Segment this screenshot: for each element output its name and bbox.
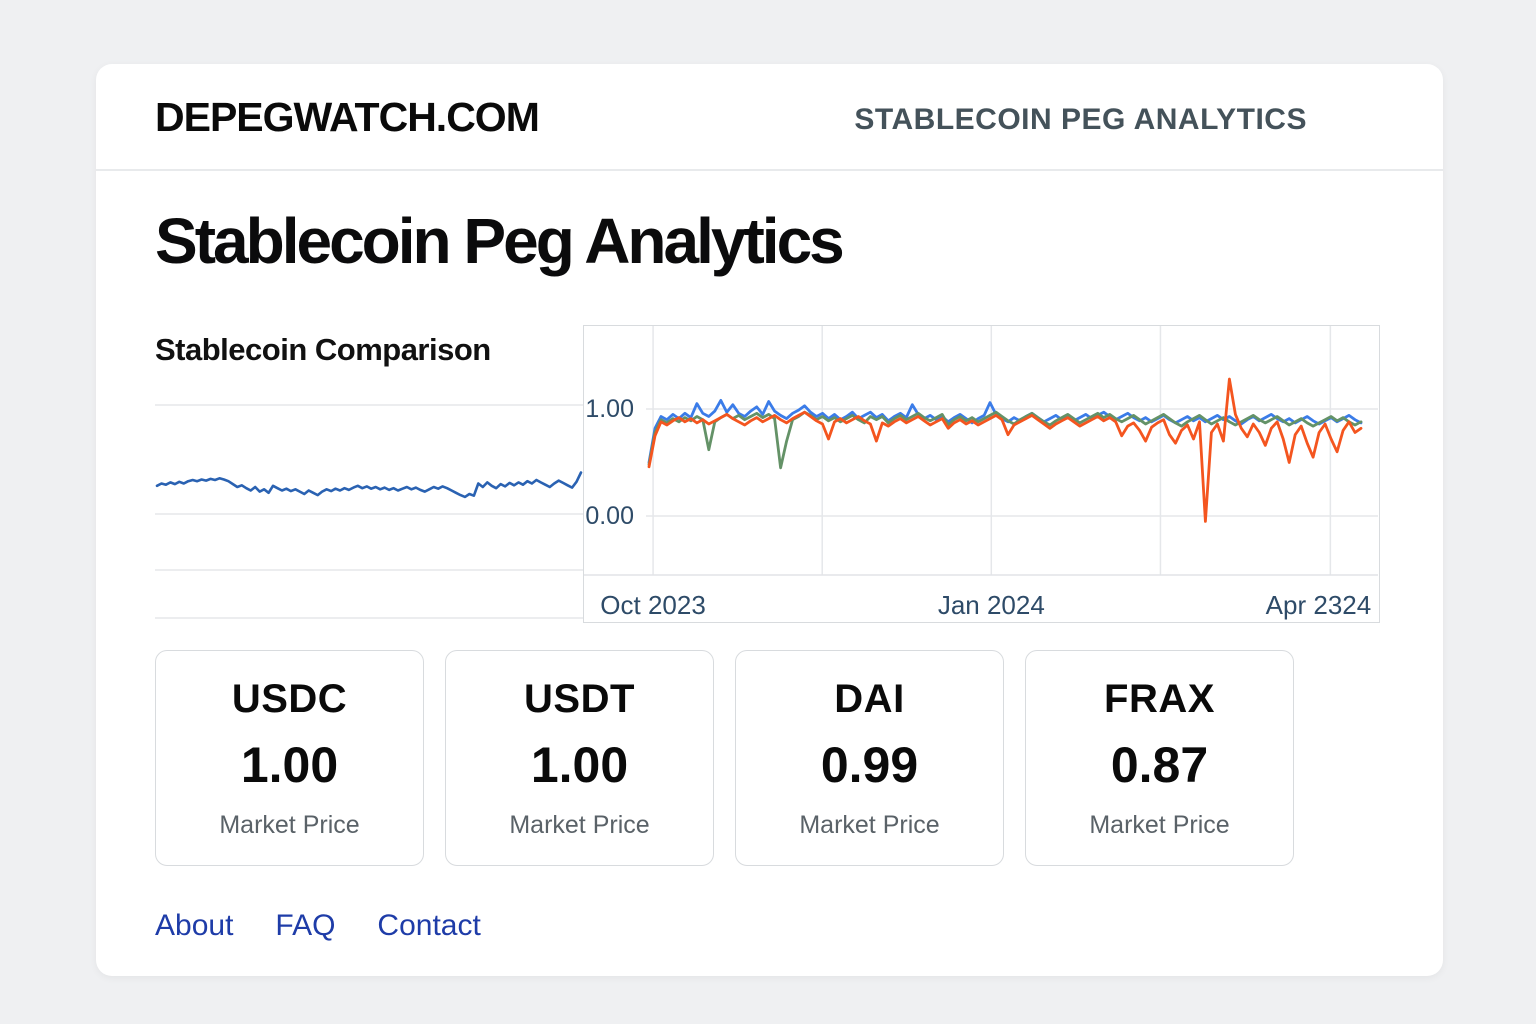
coin-price-label: Market Price: [509, 810, 650, 839]
comparison-chart-svg: [584, 326, 1378, 576]
footer-link-about[interactable]: About: [155, 909, 234, 942]
stat-card-usdt: USDT 1.00 Market Price: [445, 650, 714, 866]
y-tick-label: 0.00: [585, 502, 634, 530]
page-title: Stablecoin Peg Analytics: [155, 205, 845, 277]
footer-nav: About FAQ Contact: [155, 909, 481, 943]
site-logo: DEPEGWATCH.COM: [155, 94, 540, 140]
comparison-chart-panel: 1.00 0.00 Oct 2023 Jan 2024 Apr 2324: [583, 325, 1380, 623]
coin-price: 0.99: [820, 736, 919, 793]
stat-card-usdc: USDC 1.00 Market Price: [155, 650, 424, 866]
stat-card-dai: DAI 0.99 Market Price: [735, 650, 1004, 866]
coin-symbol: DAI: [834, 676, 905, 721]
x-tick-label: Jan 2024: [937, 590, 1045, 620]
coin-price-label: Market Price: [219, 810, 360, 839]
stat-card-frax: FRAX 0.87 Market Price: [1025, 650, 1294, 866]
site-tagline: STABLECOIN PEG ANALYTICS: [854, 103, 1307, 136]
coin-price: 1.00: [530, 736, 629, 793]
sparkline-chart: [155, 398, 583, 620]
x-tick-label: Apr 2324: [1265, 590, 1372, 620]
coin-price-label: Market Price: [1089, 810, 1230, 839]
coin-symbol: USDC: [231, 676, 348, 721]
footer-link-faq[interactable]: FAQ: [275, 909, 336, 942]
main-panel: DEPEGWATCH.COM STABLECOIN PEG ANALYTICS …: [96, 64, 1443, 976]
section-title: Stablecoin Comparison: [155, 332, 491, 367]
coin-price: 1.00: [240, 736, 339, 793]
coin-symbol: FRAX: [1104, 676, 1215, 721]
sparkline-chart-svg: [155, 404, 583, 619]
coin-symbol: USDT: [524, 676, 635, 721]
footer-link-contact[interactable]: Contact: [377, 909, 481, 942]
y-tick-label: 1.00: [585, 395, 634, 423]
site-header: DEPEGWATCH.COM STABLECOIN PEG ANALYTICS: [96, 64, 1443, 171]
coin-price-label: Market Price: [799, 810, 940, 839]
coin-price: 0.87: [1110, 736, 1209, 793]
x-tick-label: Oct 2023: [600, 590, 706, 620]
stat-cards-row: USDC 1.00 Market Price USDT 1.00 Market …: [155, 650, 1294, 866]
